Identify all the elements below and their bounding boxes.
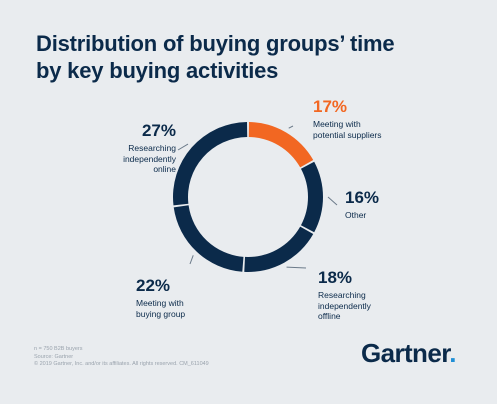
leader-line-meeting-with-potential-suppliers	[288, 125, 294, 129]
slice-meeting-with-potential-suppliers	[248, 122, 314, 168]
slice-label-researching-independently-online: 27% Researching independently online	[90, 121, 176, 175]
slice-value-label: 18%	[318, 268, 353, 287]
slice-category-label-line: Meeting with	[313, 119, 361, 129]
brand-name: Gartner	[361, 338, 450, 368]
slice-category-label-line: online	[153, 164, 176, 174]
slice-category-label-line: independently	[123, 153, 176, 164]
slice-category-label-line: Other	[345, 210, 367, 220]
leader-line-researching-independently-online	[177, 143, 189, 151]
slice-category-label-line: Researching	[318, 290, 366, 300]
slice-meeting-with-buying-group	[173, 205, 244, 272]
slice-label-meeting-with-buying-group: 22% Meeting with buying group	[136, 276, 185, 319]
footnote-sample: n = 750 B2B buyers	[34, 346, 83, 352]
slice-category-label-line: independently	[318, 300, 371, 311]
chart-title-line-1: Distribution of buying groups’ time	[36, 31, 395, 56]
slice-category-label: Researching independently offline	[318, 290, 371, 322]
slice-value-label: 17%	[313, 97, 348, 116]
slice-category-label-line: Meeting with	[136, 298, 184, 308]
footnote: n = 750 B2B buyers Source: Gartner © 201…	[34, 346, 209, 369]
footnote-source: Source: Gartner	[34, 353, 74, 360]
slice-category-label: Other	[345, 210, 379, 221]
slice-value-label: 16%	[345, 188, 380, 207]
slice-category-label-line: Researching	[128, 143, 176, 153]
slice-label-other: 16% Other	[345, 188, 379, 221]
leader-line-other	[327, 196, 338, 206]
footnote-copyright: © 2019 Gartner, Inc. and/or its affiliat…	[34, 361, 209, 367]
slice-value-label: 27%	[141, 121, 176, 140]
chart-title-line-2: by key buying activities	[36, 58, 279, 83]
slice-label-meeting-with-potential-suppliers: 17% Meeting with potential suppliers	[313, 97, 382, 140]
slice-category-label: Meeting with buying group	[136, 298, 185, 319]
slice-value-label: 22%	[136, 276, 171, 295]
slice-researching-independently-online	[173, 122, 248, 206]
slice-category-label-line: buying group	[136, 308, 186, 319]
brand-dot: .	[449, 338, 456, 368]
slice-category-label: Meeting with potential suppliers	[313, 119, 382, 140]
gartner-logo: Gartner.	[361, 338, 456, 369]
slice-category-label-line: offline	[318, 311, 341, 321]
chart-title: Distribution of buying groups’ time by k…	[36, 30, 476, 84]
slice-category-label: Researching independently online	[90, 143, 176, 175]
slice-other	[300, 161, 324, 233]
slice-researching-independently-offline	[244, 226, 314, 272]
leader-line-researching-independently-offline	[286, 266, 307, 269]
slice-category-label-line: potential suppliers	[313, 129, 382, 140]
leader-line-meeting-with-buying-group	[189, 255, 194, 265]
slice-label-researching-independently-offline: 18% Researching independently offline	[318, 268, 371, 322]
